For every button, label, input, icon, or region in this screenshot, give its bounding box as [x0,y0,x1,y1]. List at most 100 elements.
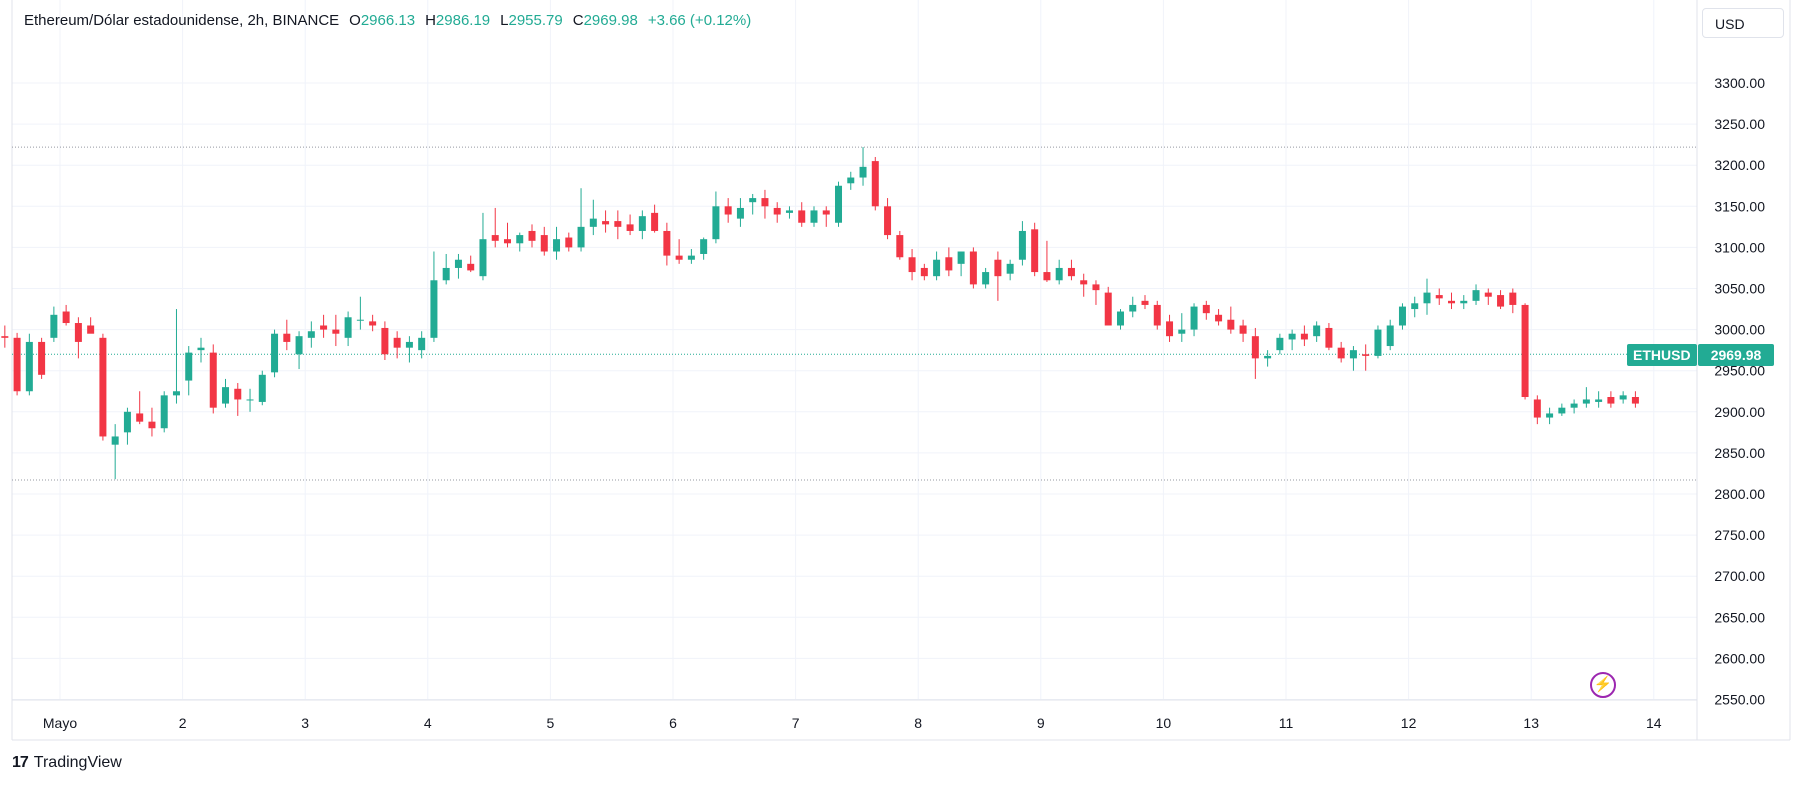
x-tick-label: 5 [547,715,555,731]
x-tick-label: 9 [1037,715,1045,731]
candle-body [798,210,806,223]
low-value: 2955.79 [508,12,563,29]
candle-body [749,198,757,203]
candle-body [222,387,230,404]
candle-body [761,198,769,207]
candle-body [307,331,315,338]
x-tick-label: 7 [792,715,800,731]
candle-body [528,230,536,241]
x-tick-label: 2 [179,715,187,731]
candle-body [1533,399,1541,418]
candle-body [896,235,904,258]
candle-body [283,333,291,342]
candle-body [712,206,720,240]
candle-body [1006,263,1014,274]
y-tick-label: 2700.00 [1714,568,1765,584]
candle-body [136,413,144,422]
candle-body [479,239,487,277]
candle-body [1349,350,1357,359]
candle-body [675,255,683,260]
x-tick-label: 14 [1646,715,1662,731]
candle-body [933,259,941,277]
candle-body [1055,267,1063,281]
candle-body [638,216,646,231]
brand-name: TradingView [33,754,122,771]
candle-body [1018,230,1026,260]
symbol-description: Ethereum/Dólar estadounidense, 2h, BINAN… [24,12,340,29]
candle-body [553,239,561,252]
candle-body [209,352,217,408]
open-label: O [349,12,361,29]
candle-body [687,255,695,260]
candle-body [1411,303,1419,310]
candle-body [1288,333,1296,340]
candle-body [1386,325,1394,347]
x-tick-label: 3 [301,715,309,731]
y-tick-label: 2750.00 [1714,527,1765,543]
symbol-legend: Ethereum/Dólar estadounidense, 2h, BINAN… [24,12,751,29]
lightning-icon[interactable]: ⚡ [1590,672,1616,698]
y-tick-label: 3100.00 [1714,239,1765,255]
candle-body [74,323,82,342]
candle-body [1435,295,1443,299]
candle-body [1448,300,1456,304]
candle-body [320,325,328,330]
candle-body [1374,329,1382,356]
candle-body [491,235,499,241]
candle-body [62,311,70,324]
y-tick-label: 3150.00 [1714,198,1765,214]
candle-body [785,210,793,213]
candle-body [271,333,279,373]
candle-body [736,207,744,219]
candle-body [1300,333,1308,340]
x-tick-label: 4 [424,715,432,731]
x-tick-label: 13 [1523,715,1539,731]
y-tick-label: 2950.00 [1714,363,1765,379]
candle-body [418,337,426,351]
candle-body [405,341,413,348]
close-value: 2969.98 [583,12,638,29]
candle-body [99,337,107,437]
candle-body [1313,325,1321,337]
candle-body [602,221,610,225]
candle-body [381,327,389,355]
candle-body [700,239,708,254]
candle-body [1043,272,1051,281]
candle-body [1276,337,1284,351]
candle-body [1129,304,1137,312]
candle-body [577,226,585,248]
candle-body [1619,395,1627,400]
candle-body [1484,292,1492,297]
candle-body [969,251,977,285]
candle-body [1166,321,1174,337]
candle-body [847,177,855,184]
candle-body [1362,354,1370,356]
y-tick-label: 2900.00 [1714,404,1765,420]
candle-body [1570,403,1578,408]
candle-body [945,257,953,271]
candle-body [651,212,659,231]
candle-body [1472,290,1480,301]
candle-body [246,399,254,401]
candle-body [1067,267,1075,277]
y-tick-label: 3000.00 [1714,322,1765,338]
x-tick-label: Mayo [43,715,77,731]
candle-body [25,341,33,392]
candle-body [516,235,524,244]
candle-body [1325,327,1333,348]
y-tick-label: 3200.00 [1714,157,1765,173]
last-price-label: 2969.98 [1698,344,1774,366]
candle-body [1092,284,1100,291]
currency-button[interactable]: USD [1702,8,1784,38]
candle-body [356,319,364,321]
y-tick-label: 3050.00 [1714,281,1765,297]
candle-body [884,206,892,236]
candle-body [50,314,58,338]
candle-body [1178,329,1186,334]
candle-body [1582,399,1590,404]
candle-body [773,207,781,215]
candle-body [38,341,46,375]
tradingview-logo[interactable]: 17 TradingView [12,754,122,772]
